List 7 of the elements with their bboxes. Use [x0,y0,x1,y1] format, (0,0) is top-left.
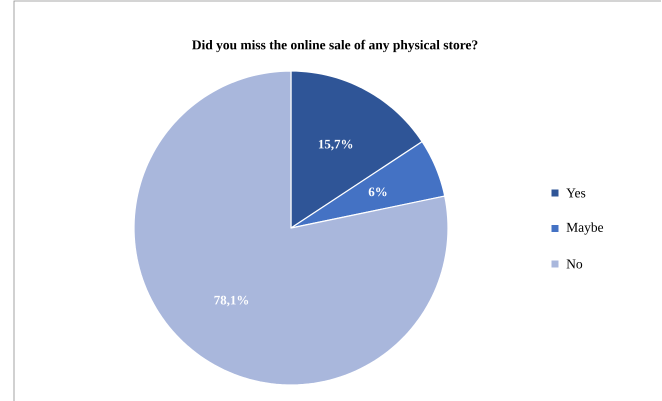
legend-label: Yes [566,188,586,198]
data-label: 78,1% [214,296,248,306]
legend-label: No [566,260,582,268]
legend-label: Maybe [566,222,604,235]
data-label: 6% [368,188,386,196]
data-label: 15,7% [318,140,352,150]
chart-title: Did you miss the online sale of any physical store? [192,40,478,52]
